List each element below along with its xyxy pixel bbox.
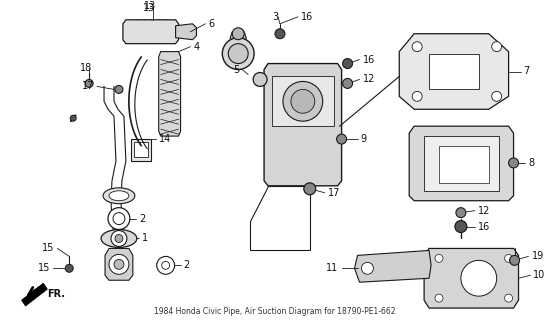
Circle shape [412,42,422,52]
Circle shape [505,254,512,262]
Polygon shape [176,24,197,40]
Text: 12: 12 [363,75,375,84]
Circle shape [510,255,520,265]
Circle shape [156,256,175,274]
Circle shape [275,29,285,39]
Circle shape [108,208,130,229]
Text: 1: 1 [142,234,148,244]
Circle shape [304,183,316,195]
Polygon shape [159,52,181,136]
Circle shape [283,82,323,121]
Polygon shape [264,64,342,186]
Polygon shape [354,251,431,282]
Text: 15: 15 [42,244,55,253]
Circle shape [456,208,466,218]
Text: 17: 17 [82,81,94,92]
Circle shape [361,262,374,274]
Polygon shape [424,248,518,308]
Text: 15: 15 [38,263,50,273]
Circle shape [70,115,76,121]
Circle shape [161,261,170,269]
Text: 9: 9 [360,134,366,144]
Text: 16: 16 [363,55,375,65]
Circle shape [509,158,518,168]
Ellipse shape [109,191,129,201]
Circle shape [253,73,267,86]
Polygon shape [399,34,509,109]
Polygon shape [21,283,47,306]
Circle shape [455,220,467,233]
Text: 16: 16 [301,12,313,22]
Circle shape [233,28,244,40]
Text: 19: 19 [532,252,544,261]
Text: 10: 10 [533,270,545,280]
Circle shape [291,89,315,113]
Polygon shape [409,126,514,201]
Text: 12: 12 [478,206,490,216]
Circle shape [412,92,422,101]
Bar [134,142,148,157]
Polygon shape [429,54,479,89]
Bar [131,139,151,161]
Text: 14: 14 [159,134,171,144]
Polygon shape [424,136,499,191]
Text: 2: 2 [183,260,190,270]
Text: 11: 11 [326,263,339,273]
Text: 2: 2 [139,214,145,224]
Circle shape [343,78,353,88]
Text: 7: 7 [523,67,530,76]
Ellipse shape [103,188,135,204]
Circle shape [435,254,443,262]
Circle shape [337,134,347,144]
Circle shape [115,85,123,93]
Circle shape [343,59,353,68]
Circle shape [65,264,73,272]
Text: 5: 5 [233,65,239,75]
Polygon shape [105,248,133,280]
Text: 4: 4 [193,42,199,52]
Circle shape [505,294,512,302]
Circle shape [435,294,443,302]
Circle shape [491,42,501,52]
Polygon shape [439,146,489,183]
Polygon shape [123,20,179,44]
Polygon shape [250,186,310,251]
Circle shape [114,260,124,269]
Text: 18: 18 [80,62,92,73]
Polygon shape [272,76,334,126]
Text: 8: 8 [528,158,534,168]
Text: 1984 Honda Civic Pipe, Air Suction Diagram for 18790-PE1-662: 1984 Honda Civic Pipe, Air Suction Diagr… [154,307,396,316]
Text: 13: 13 [143,3,155,13]
Circle shape [491,92,501,101]
Circle shape [115,235,123,243]
Circle shape [85,79,93,87]
Text: 16: 16 [478,221,490,232]
Polygon shape [230,32,246,54]
Circle shape [111,230,127,246]
Text: FR.: FR. [47,289,66,299]
Circle shape [113,213,125,225]
Circle shape [228,44,248,64]
Text: 13: 13 [144,1,156,11]
Circle shape [222,38,254,69]
Text: 17: 17 [328,188,340,198]
Circle shape [461,260,496,296]
Circle shape [109,254,129,274]
Ellipse shape [101,229,137,247]
Text: 3: 3 [272,12,278,22]
Text: 6: 6 [208,19,214,29]
